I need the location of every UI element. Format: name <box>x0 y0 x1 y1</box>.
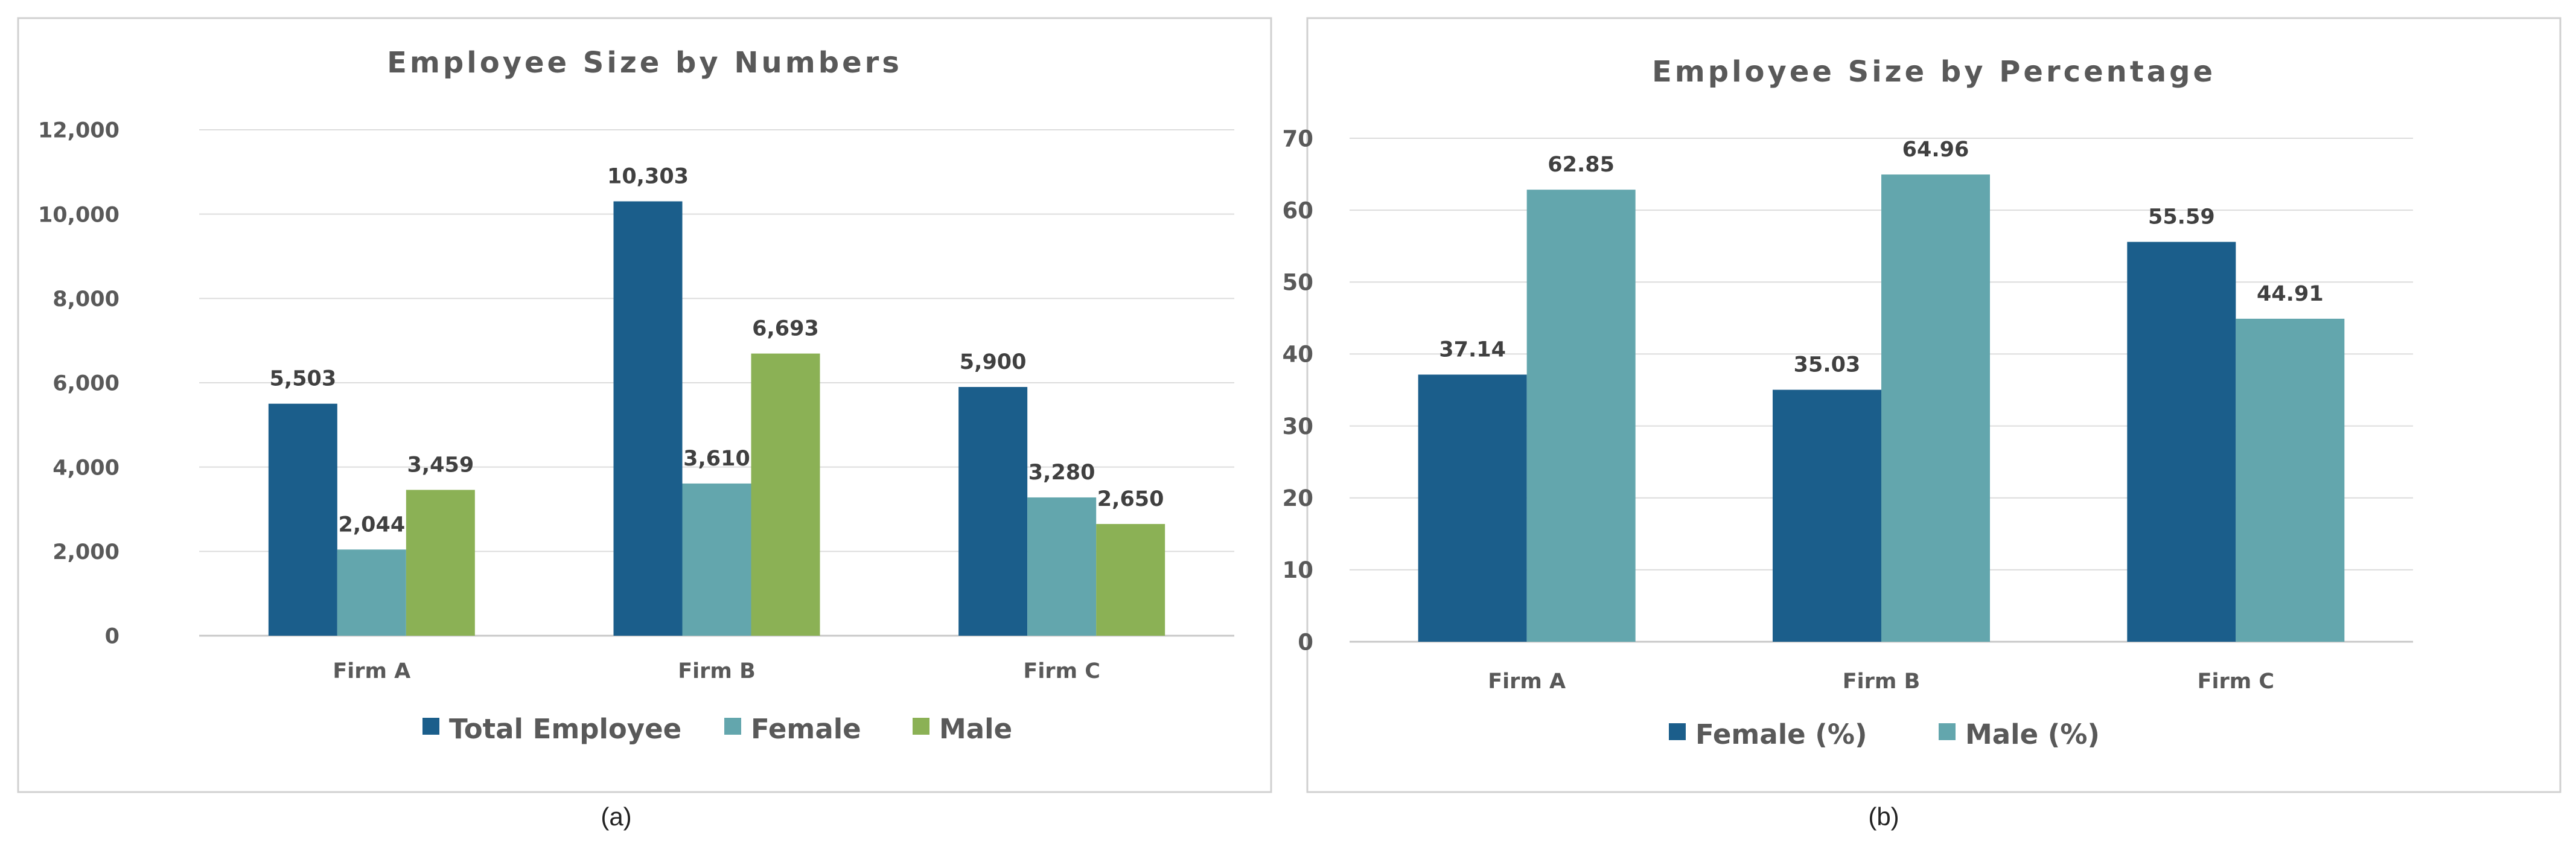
data-label: 62.85 <box>1548 153 1615 177</box>
x-tick-label: Firm B <box>678 659 756 683</box>
bar-male-firm-b <box>751 353 820 636</box>
x-tick-label: Firm C <box>1023 659 1100 683</box>
chart-title: Employee Size by Percentage <box>1652 55 2216 89</box>
bar-total-employee-firm-b <box>613 201 683 636</box>
data-label: 5,503 <box>269 367 336 391</box>
data-label: 35.03 <box>1794 353 1861 377</box>
bar-male-firm-c <box>2236 318 2345 642</box>
legend-label: Total Employee <box>449 713 681 745</box>
x-tick-label: Firm A <box>1488 670 1566 694</box>
bar-male-firm-a <box>1526 190 1636 642</box>
data-label: 37.14 <box>1439 338 1506 362</box>
y-tick-label: 40 <box>1283 342 1314 368</box>
x-tick-label: Firm A <box>333 659 410 683</box>
bar-total-employee-firm-a <box>268 403 337 636</box>
legend-swatch <box>1939 723 1956 740</box>
legend-swatch <box>1669 723 1686 740</box>
bar-female-firm-b <box>1773 389 1881 642</box>
data-label: 55.59 <box>2148 205 2215 229</box>
y-tick-label: 8,000 <box>53 287 120 312</box>
y-tick-label: 6,000 <box>53 372 120 396</box>
y-tick-label: 0 <box>1298 629 1313 655</box>
bar-male-firm-c <box>1096 523 1165 636</box>
legend-swatch <box>913 718 929 735</box>
bar-female-firm-a <box>337 549 406 636</box>
bar-female-firm-a <box>1418 374 1527 642</box>
y-tick-label: 0 <box>105 625 120 649</box>
panel-label: (a) <box>601 802 631 831</box>
legend-label: Male <box>939 713 1012 745</box>
data-label: 3,459 <box>407 453 474 477</box>
y-tick-label: 10,000 <box>38 203 120 227</box>
legend-swatch <box>422 718 439 735</box>
chart-title: Employee Size by Numbers <box>387 46 902 80</box>
bar-total-employee-firm-c <box>958 386 1028 636</box>
legend-label: Female (%) <box>1695 718 1867 750</box>
y-tick-label: 60 <box>1283 197 1314 223</box>
y-tick-label: 12,000 <box>38 119 120 143</box>
x-tick-label: Firm C <box>2198 670 2275 694</box>
legend-label: Female <box>751 713 861 745</box>
y-tick-label: 30 <box>1283 414 1314 439</box>
data-label: 2,044 <box>338 513 405 537</box>
bar-female-firm-b <box>682 483 751 636</box>
bar-male-firm-a <box>406 490 475 636</box>
bar-female-firm-c <box>2127 241 2236 642</box>
data-label: 2,650 <box>1097 487 1164 511</box>
y-tick-label: 70 <box>1283 126 1314 152</box>
bar-male-firm-b <box>1881 174 1990 642</box>
chart-panel-b: Employee Size by Percentage 0 10 20 30 40 50 60… <box>1283 17 2562 831</box>
y-tick-label: 10 <box>1283 557 1314 583</box>
y-tick-label: 4,000 <box>53 456 120 480</box>
data-label: 6,693 <box>752 317 819 341</box>
x-tick-label: Firm B <box>1843 670 1921 694</box>
data-label: 5,900 <box>960 350 1027 374</box>
data-label: 64.96 <box>1902 138 1969 162</box>
data-label: 3,280 <box>1028 461 1095 485</box>
legend-swatch <box>724 718 741 735</box>
panel-label: (b) <box>1868 802 1899 831</box>
y-tick-label: 20 <box>1283 485 1314 511</box>
y-tick-label: 2,000 <box>53 540 120 564</box>
legend-label: Male (%) <box>1965 718 2100 750</box>
data-label: 3,610 <box>683 447 750 471</box>
data-label: 44.91 <box>2257 282 2324 306</box>
data-label: 10,303 <box>607 165 689 189</box>
chart-panel-a: Employee Size by Numbers 0 2,000 4,000 6,000… <box>17 17 1272 831</box>
bar-female-firm-c <box>1027 497 1097 636</box>
y-tick-label: 50 <box>1283 270 1314 296</box>
